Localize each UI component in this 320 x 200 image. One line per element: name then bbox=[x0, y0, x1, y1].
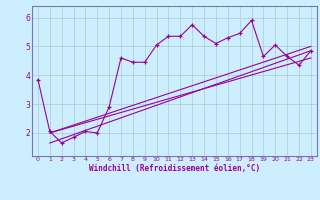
X-axis label: Windchill (Refroidissement éolien,°C): Windchill (Refroidissement éolien,°C) bbox=[89, 164, 260, 173]
